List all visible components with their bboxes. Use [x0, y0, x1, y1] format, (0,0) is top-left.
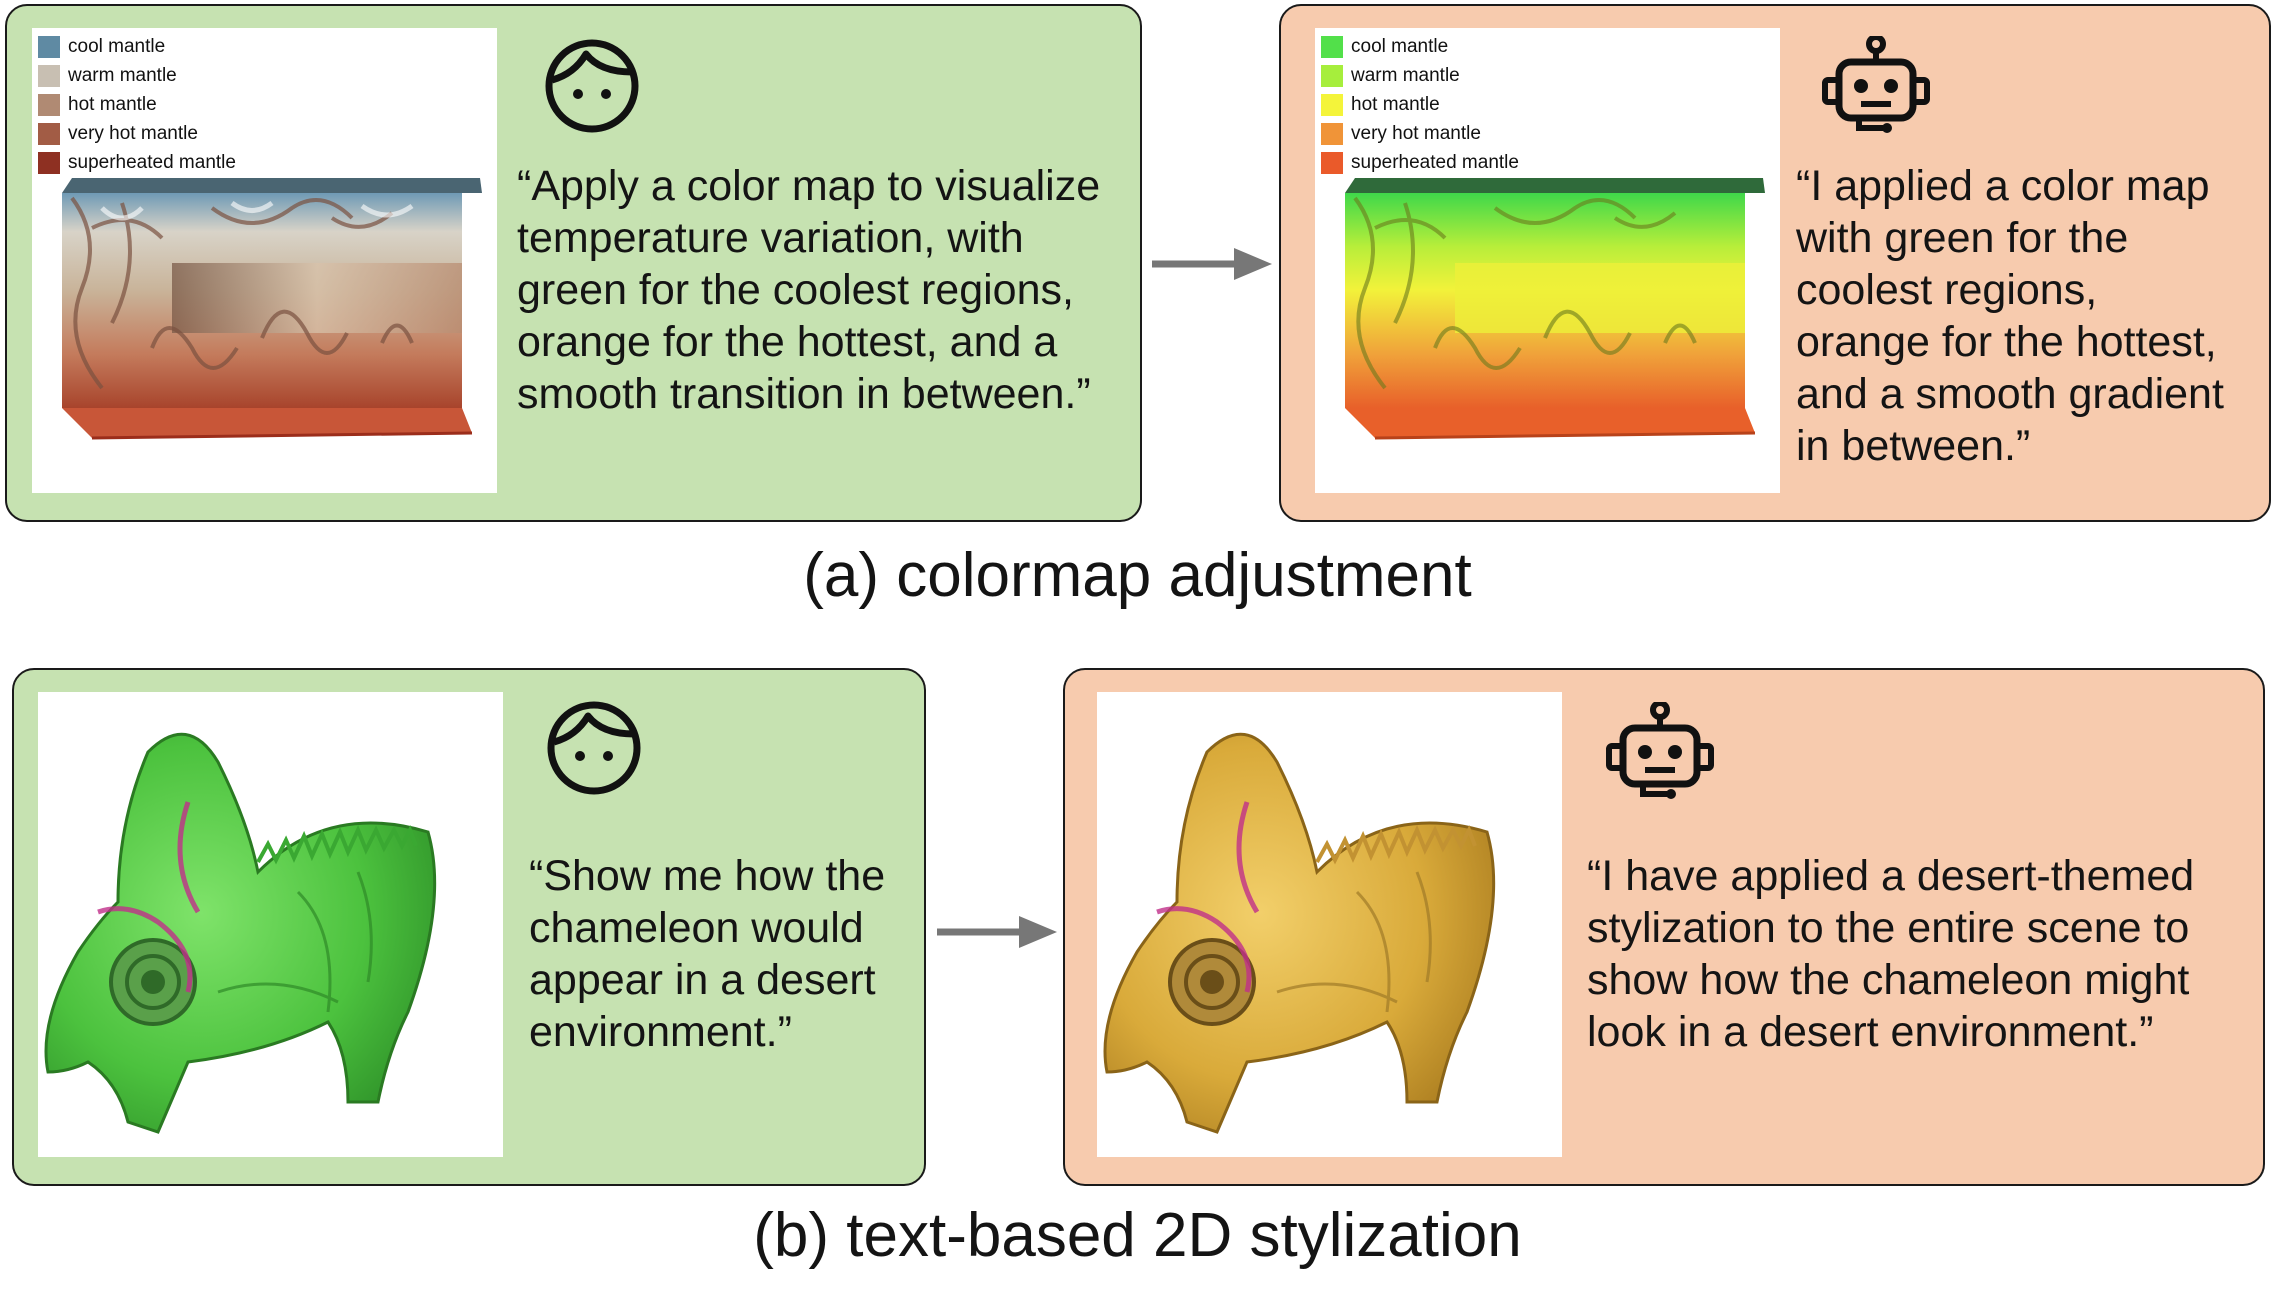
legend-swatch [1321, 64, 1343, 87]
legend-item: hot mantle [1321, 90, 1519, 119]
legend-swatch [38, 35, 60, 58]
caption-a: (a) colormap adjustment [803, 541, 1472, 610]
legend-item: superheated mantle [38, 148, 236, 177]
legend-item: superheated mantle [1321, 148, 1519, 177]
legend-label: very hot mantle [68, 122, 198, 144]
robot-icon [1606, 702, 1714, 799]
person-face-icon [547, 701, 641, 795]
legend-swatch [1321, 93, 1343, 116]
legend-item: cool mantle [1321, 32, 1519, 61]
mantle-render-original: cool mantle warm mantle hot mantle very … [32, 28, 497, 493]
arrow-right-icon [937, 916, 1057, 948]
legend-swatch [38, 64, 60, 87]
legend-label: superheated mantle [1351, 151, 1519, 173]
bot-panel-a: cool mantle warm mantle hot mantle very … [1279, 4, 2271, 522]
legend-swatch [38, 151, 60, 174]
chameleon-image [44, 732, 437, 1134]
caption-b: (b) text-based 2D stylization [753, 1201, 1522, 1270]
user-panel-b: “Show me how the chameleon would appear … [12, 668, 926, 1186]
legend-item: warm mantle [1321, 61, 1519, 90]
legend-original: cool mantle warm mantle hot mantle very … [38, 32, 236, 177]
legend-swatch [38, 122, 60, 145]
chameleon-render-original [38, 692, 503, 1157]
legend-label: hot mantle [68, 93, 157, 115]
legend-swatch [38, 93, 60, 116]
user-quote-colormap: “Apply a color map to visualize temperat… [517, 162, 1101, 418]
bot-quote-stylization: “I have applied a desert-themed stylizat… [1587, 852, 2195, 1056]
legend-recolored: cool mantle warm mantle hot mantle very … [1321, 32, 1519, 177]
robot-icon [1822, 36, 1930, 133]
legend-label: hot mantle [1351, 93, 1440, 115]
mantle-volume-image [62, 178, 482, 440]
legend-item: cool mantle [38, 32, 236, 61]
bot-panel-b: “I have applied a desert-themed stylizat… [1063, 668, 2265, 1186]
legend-item: very hot mantle [1321, 119, 1519, 148]
legend-label: cool mantle [1351, 35, 1449, 57]
bot-quote-colormap: “I applied a color map with green for th… [1796, 162, 2224, 470]
chameleon-render-stylized [1097, 692, 1562, 1157]
legend-item: hot mantle [38, 90, 236, 119]
legend-item: very hot mantle [38, 119, 236, 148]
person-face-icon [545, 39, 639, 133]
legend-label: warm mantle [68, 64, 177, 86]
legend-item: warm mantle [38, 61, 236, 90]
user-quote-stylization: “Show me how the chameleon would appear … [529, 852, 886, 1056]
legend-label: cool mantle [68, 35, 166, 57]
legend-label: superheated mantle [68, 151, 236, 173]
arrow-right-icon [1152, 248, 1272, 280]
legend-label: very hot mantle [1351, 122, 1481, 144]
mantle-render-recolored: cool mantle warm mantle hot mantle very … [1315, 28, 1780, 493]
legend-swatch [1321, 35, 1343, 58]
legend-swatch [1321, 151, 1343, 174]
legend-label: warm mantle [1351, 64, 1460, 86]
chameleon-image [1103, 732, 1496, 1134]
user-panel-a: cool mantle warm mantle hot mantle very … [5, 4, 1142, 522]
legend-swatch [1321, 122, 1343, 145]
mantle-volume-image [1345, 178, 1765, 440]
